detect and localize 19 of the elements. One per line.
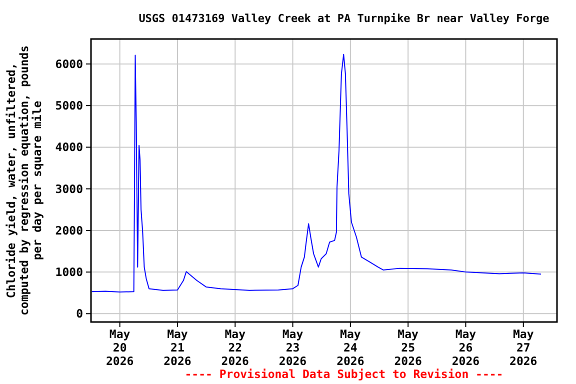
y-tick-label: 1000 [55,265,84,280]
y-tick-label: 5000 [55,98,84,113]
x-tick-label: May 27 2026 [510,327,538,368]
x-tick-label: May 25 2026 [394,327,422,368]
chart-title: USGS 01473169 Valley Creek at PA Turnpike Br near Valley Forge [138,12,550,25]
x-tick-label: May 26 2026 [452,327,480,368]
x-tick-label: May 23 2026 [278,327,307,368]
y-axis-title: Chloride yield, water, unfiltered, computed by regression equation, pounds per day per square mile [4,45,44,316]
y-tick-label: 6000 [55,56,84,71]
y-tick-label: 2000 [55,223,84,238]
text: ---- Provisional Data Subject to Revision ---- [184,367,504,381]
x-tick-label: May 21 2026 [164,327,192,368]
y-tick-label: 3000 [55,182,84,196]
x-tick-label: May 24 2026 [336,327,364,368]
y-tick-label: 4000 [55,140,84,154]
line-series [91,54,542,293]
y-tick-label: 0 [76,306,84,321]
x-tick-label: May 20 2026 [106,327,134,368]
x-tick-label: May 22 2026 [221,327,250,368]
